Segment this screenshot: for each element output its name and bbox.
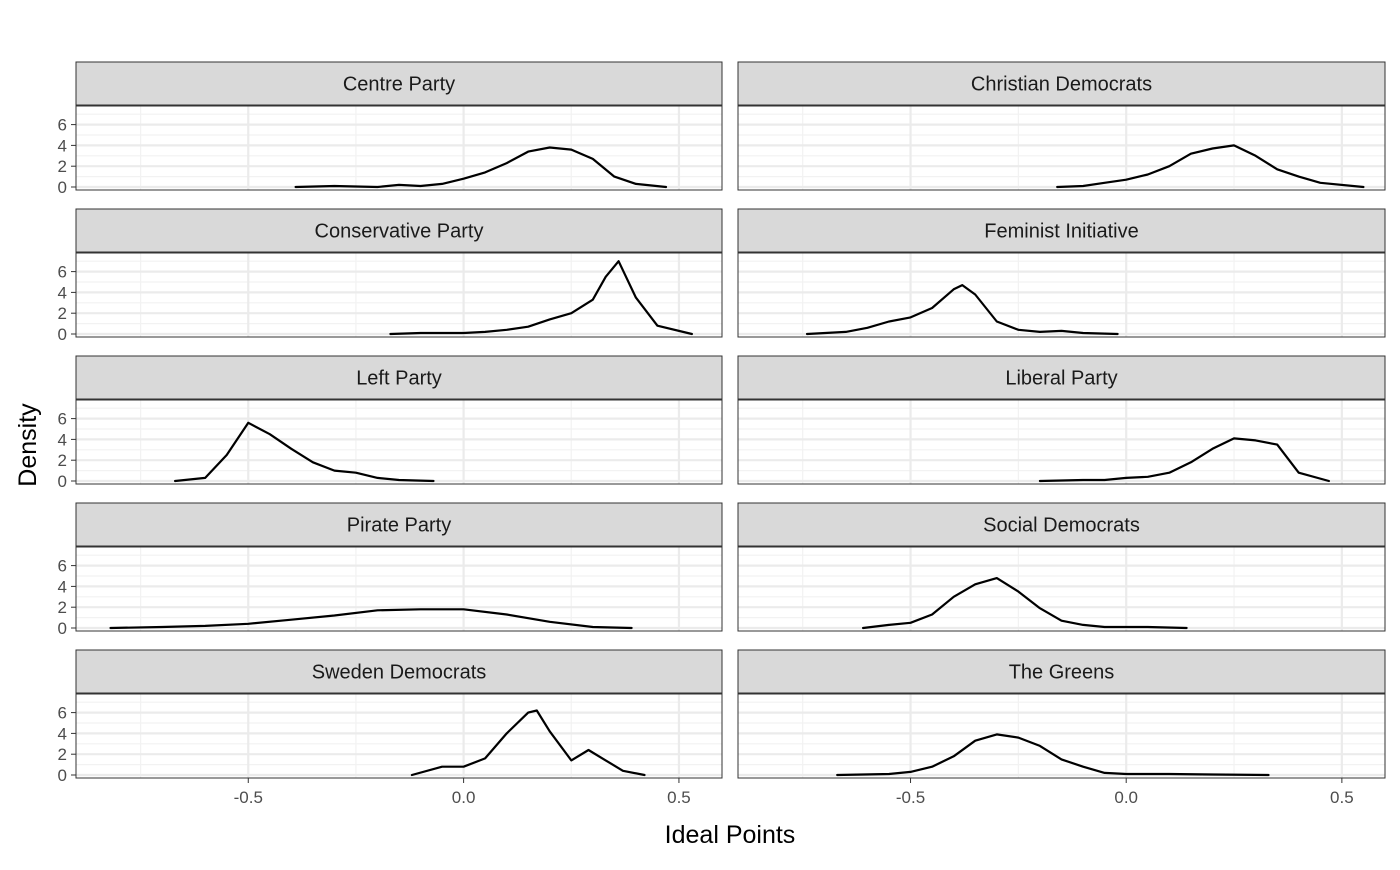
facet-strip-social-democrats xyxy=(737,502,1386,547)
y-tick-label: 0 xyxy=(58,178,67,197)
facet-title-conservative-party: Conservative Party xyxy=(315,221,484,243)
panel-border-sweden-democrats xyxy=(75,693,723,779)
density-line-sweden-democrats xyxy=(410,709,646,777)
y-tick-label: 4 xyxy=(58,430,67,449)
x-tick-label: -0.5 xyxy=(234,788,263,807)
x-tick-label: 0.5 xyxy=(667,788,691,807)
y-tick-label: 4 xyxy=(58,136,67,155)
panel-border-feminist-initiative xyxy=(737,252,1386,338)
panel-background-christian-democrats xyxy=(738,106,1385,190)
facet-title-left-party: Left Party xyxy=(356,368,442,390)
panel-background-social-democrats xyxy=(738,547,1385,631)
x-tick-label: 0.0 xyxy=(452,788,476,807)
density-line-left-party xyxy=(174,421,435,483)
x-tick-label: 0.0 xyxy=(1114,788,1138,807)
facet-strip-christian-democrats xyxy=(737,61,1386,106)
facet-title-centre-party: Centre Party xyxy=(343,74,455,96)
facet-strip-the-greens xyxy=(737,649,1386,694)
density-line-pirate-party xyxy=(109,608,633,630)
panel-background-centre-party xyxy=(76,106,722,190)
y-axis-title: Density xyxy=(14,403,42,487)
panel-border-centre-party xyxy=(75,105,723,191)
panel-background-the-greens xyxy=(738,694,1385,778)
panel-background-feminist-initiative xyxy=(738,253,1385,337)
y-tick-label: 6 xyxy=(58,263,67,282)
facet-strip-conservative-party xyxy=(75,208,723,253)
facet-strip-liberal-party xyxy=(737,355,1386,400)
density-line-conservative-party xyxy=(389,260,694,336)
panel-border-pirate-party xyxy=(75,546,723,632)
y-tick-label: 6 xyxy=(58,116,67,135)
density-line-christian-democrats xyxy=(1056,144,1365,189)
y-tick-label: 0 xyxy=(58,619,67,638)
density-line-the-greens xyxy=(836,733,1270,777)
panel-background-pirate-party xyxy=(76,547,722,631)
facet-strip-centre-party xyxy=(75,61,723,106)
density-line-feminist-initiative xyxy=(805,284,1119,336)
panel-border-the-greens xyxy=(737,693,1386,779)
panel-border-left-party xyxy=(75,399,723,485)
facet-title-feminist-initiative: Feminist Initiative xyxy=(984,221,1139,243)
facet-title-pirate-party: Pirate Party xyxy=(347,515,451,537)
y-tick-label: 6 xyxy=(58,557,67,576)
facet-title-social-democrats: Social Democrats xyxy=(983,515,1140,537)
panel-border-christian-democrats xyxy=(737,105,1386,191)
y-tick-label: 2 xyxy=(58,304,67,323)
y-tick-label: 0 xyxy=(58,472,67,491)
density-line-liberal-party xyxy=(1038,437,1331,483)
y-tick-label: 2 xyxy=(58,745,67,764)
y-tick-label: 0 xyxy=(58,766,67,785)
facet-title-liberal-party: Liberal Party xyxy=(1005,368,1117,390)
panel-background-liberal-party xyxy=(738,400,1385,484)
y-tick-label: 4 xyxy=(58,577,67,596)
x-tick-label: 0.5 xyxy=(1330,788,1354,807)
y-tick-label: 6 xyxy=(58,410,67,429)
x-tick-label: -0.5 xyxy=(896,788,925,807)
facet-title-the-greens: The Greens xyxy=(1009,662,1115,684)
y-tick-label: 2 xyxy=(58,157,67,176)
facet-strip-pirate-party xyxy=(75,502,723,547)
panel-border-conservative-party xyxy=(75,252,723,338)
panel-border-social-democrats xyxy=(737,546,1386,632)
density-line-social-democrats xyxy=(861,576,1188,630)
y-tick-label: 4 xyxy=(58,724,67,743)
panel-background-sweden-democrats xyxy=(76,694,722,778)
panel-background-left-party xyxy=(76,400,722,484)
facet-title-christian-democrats: Christian Democrats xyxy=(971,74,1152,96)
facet-title-sweden-democrats: Sweden Democrats xyxy=(312,662,487,684)
panel-background-conservative-party xyxy=(76,253,722,337)
y-tick-label: 2 xyxy=(58,598,67,617)
y-tick-label: 6 xyxy=(58,704,67,723)
facet-strip-left-party xyxy=(75,355,723,400)
y-tick-label: 2 xyxy=(58,451,67,470)
panel-border-liberal-party xyxy=(737,399,1386,485)
facet-strip-feminist-initiative xyxy=(737,208,1386,253)
y-tick-label: 0 xyxy=(58,325,67,344)
x-axis-title: Ideal Points xyxy=(665,821,796,849)
facet-strip-sweden-democrats xyxy=(75,649,723,694)
y-tick-label: 4 xyxy=(58,283,67,302)
density-line-centre-party xyxy=(294,146,668,189)
